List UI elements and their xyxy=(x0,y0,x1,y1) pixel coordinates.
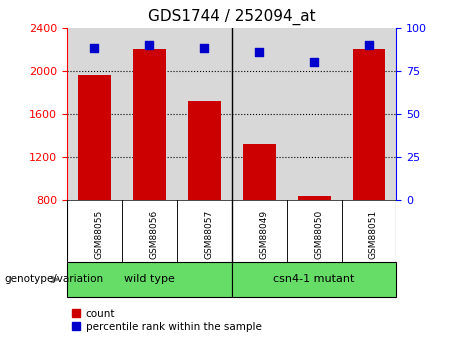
Text: GSM88055: GSM88055 xyxy=(95,210,103,259)
Bar xyxy=(188,101,221,200)
Point xyxy=(255,49,263,55)
Point xyxy=(365,42,372,48)
Text: csn4-1 mutant: csn4-1 mutant xyxy=(273,275,355,284)
Point xyxy=(146,42,153,48)
Bar xyxy=(242,144,276,200)
Text: GSM88056: GSM88056 xyxy=(149,210,158,259)
Bar xyxy=(67,262,231,297)
Point xyxy=(310,59,318,65)
Text: GSM88051: GSM88051 xyxy=(369,210,378,259)
Text: GSM88050: GSM88050 xyxy=(314,210,323,259)
Legend: count, percentile rank within the sample: count, percentile rank within the sample xyxy=(72,309,261,332)
Point xyxy=(201,46,208,51)
Bar xyxy=(231,262,396,297)
Text: genotype/variation: genotype/variation xyxy=(5,275,104,284)
Text: GSM88049: GSM88049 xyxy=(259,210,268,259)
Title: GDS1744 / 252094_at: GDS1744 / 252094_at xyxy=(148,9,315,25)
Bar xyxy=(78,75,111,200)
Text: wild type: wild type xyxy=(124,275,175,284)
Bar xyxy=(297,196,331,200)
Point xyxy=(91,46,98,51)
Bar xyxy=(133,49,165,200)
Bar xyxy=(353,49,385,200)
Text: GSM88057: GSM88057 xyxy=(204,210,213,259)
